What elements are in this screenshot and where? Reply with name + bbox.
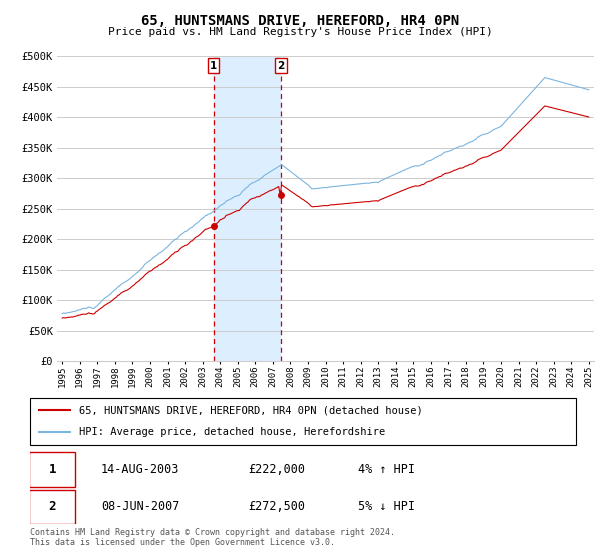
Text: Contains HM Land Registry data © Crown copyright and database right 2024.
This d: Contains HM Land Registry data © Crown c… <box>30 528 395 547</box>
FancyBboxPatch shape <box>29 452 76 487</box>
Text: 5% ↓ HPI: 5% ↓ HPI <box>358 501 415 514</box>
Text: 1: 1 <box>210 60 217 71</box>
Text: 4% ↑ HPI: 4% ↑ HPI <box>358 463 415 475</box>
Text: 2: 2 <box>277 60 284 71</box>
Text: 65, HUNTSMANS DRIVE, HEREFORD, HR4 0PN: 65, HUNTSMANS DRIVE, HEREFORD, HR4 0PN <box>141 14 459 28</box>
Text: HPI: Average price, detached house, Herefordshire: HPI: Average price, detached house, Here… <box>79 427 385 437</box>
Text: Price paid vs. HM Land Registry's House Price Index (HPI): Price paid vs. HM Land Registry's House … <box>107 27 493 37</box>
Text: £222,000: £222,000 <box>248 463 305 475</box>
Text: 14-AUG-2003: 14-AUG-2003 <box>101 463 179 475</box>
Text: 08-JUN-2007: 08-JUN-2007 <box>101 501 179 514</box>
Text: 1: 1 <box>49 463 56 475</box>
Text: 65, HUNTSMANS DRIVE, HEREFORD, HR4 0PN (detached house): 65, HUNTSMANS DRIVE, HEREFORD, HR4 0PN (… <box>79 405 423 416</box>
Text: 2: 2 <box>49 501 56 514</box>
Text: £272,500: £272,500 <box>248 501 305 514</box>
FancyBboxPatch shape <box>29 489 76 524</box>
